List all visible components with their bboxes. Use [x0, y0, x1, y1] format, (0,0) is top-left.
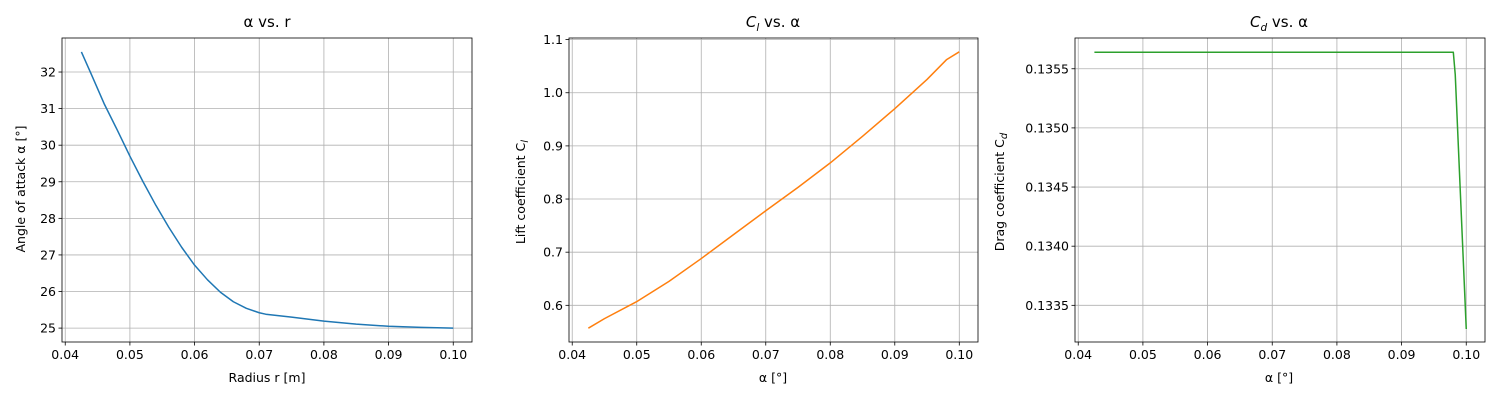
x-tick-label: 0.04 — [558, 347, 586, 362]
x-tick-label: 0.08 — [816, 347, 844, 362]
y-tick-label: 27 — [40, 247, 56, 262]
x-tick-label: 0.04 — [1064, 347, 1092, 362]
x-tick-label: 0.07 — [245, 347, 273, 362]
x-tick-label: 0.10 — [1452, 347, 1480, 362]
x-tick-label: 0.05 — [1129, 347, 1157, 362]
y-tick-label: 26 — [40, 284, 56, 299]
x-tick-label: 0.05 — [116, 347, 144, 362]
y-axis-label: Drag coefficient Cd — [992, 132, 1010, 251]
x-tick-label: 0.10 — [439, 347, 467, 362]
x-tick-label: 0.09 — [1388, 347, 1416, 362]
y-tick-label: 0.1340 — [1025, 239, 1069, 254]
x-tick-label: 0.08 — [1323, 347, 1351, 362]
y-tick-label: 0.6 — [543, 298, 563, 313]
x-tick-label: 0.06 — [181, 347, 209, 362]
x-tick-label: 0.09 — [375, 347, 403, 362]
y-tick-label: 28 — [40, 211, 56, 226]
y-tick-label: 0.7 — [543, 245, 563, 260]
subplot-alpha-vs-r: 0.04 0.05 0.06 0.07 0.08 0.09 0.10 25 26 27 28 29 30… — [13, 13, 473, 385]
x-tick-label: 0.06 — [687, 347, 715, 362]
x-tick-label: 0.07 — [1258, 347, 1286, 362]
y-tick-label: 30 — [40, 138, 56, 153]
y-axis-label: Lift coefficient Cl — [513, 140, 531, 244]
y-tick-label: 0.8 — [543, 192, 563, 207]
y-tick-label: 0.1350 — [1025, 120, 1069, 135]
x-tick-label: 0.10 — [945, 347, 973, 362]
y-tick-label: 32 — [40, 65, 56, 80]
series-line — [587, 51, 960, 329]
x-tick-label: 0.06 — [1194, 347, 1222, 362]
y-tick-label: 31 — [40, 101, 56, 116]
y-tick-label: 0.1335 — [1025, 298, 1069, 313]
y-tick-label: 0.9 — [543, 138, 563, 153]
x-tick-label: 0.08 — [310, 347, 338, 362]
axes-frame — [61, 37, 473, 343]
x-axis-label: α [°] — [1265, 370, 1293, 385]
chart-title: α vs. r — [243, 13, 291, 31]
plot-area: 0.04 0.05 0.06 0.07 0.08 0.09 0.10 0.1335 0.1340… — [1025, 37, 1486, 362]
series-line — [1094, 51, 1467, 330]
x-tick-label: 0.05 — [623, 347, 651, 362]
axes-frame — [568, 37, 979, 343]
subplot-cl-vs-alpha: 0.04 0.05 0.06 0.07 0.08 0.09 0.10 0.6 0.7 0.8 0.9… — [513, 13, 979, 385]
y-tick-label: 1.0 — [543, 85, 563, 100]
chart-title: Cd vs. α — [1250, 13, 1308, 34]
y-tick-label: 29 — [40, 174, 56, 189]
y-tick-label: 0.1345 — [1025, 180, 1069, 195]
x-axis-label: Radius r [m] — [229, 370, 306, 385]
y-axis-label: Angle of attack α [°] — [13, 126, 28, 253]
subplot-cd-vs-alpha: 0.04 0.05 0.06 0.07 0.08 0.09 0.10 0.1335 0.1340… — [992, 13, 1486, 385]
x-tick-label: 0.04 — [51, 347, 79, 362]
plot-area: 0.04 0.05 0.06 0.07 0.08 0.09 0.10 25 26 27 28 29 30… — [40, 37, 473, 362]
y-tick-label: 25 — [40, 321, 56, 336]
y-tick-label: 0.1355 — [1025, 61, 1069, 76]
plot-area: 0.04 0.05 0.06 0.07 0.08 0.09 0.10 0.6 0.7 0.8 0.9… — [543, 32, 979, 362]
x-axis-label: α [°] — [759, 370, 787, 385]
x-tick-label: 0.09 — [881, 347, 909, 362]
axes-frame — [1074, 37, 1486, 343]
x-tick-label: 0.07 — [752, 347, 780, 362]
chart-title: Cl vs. α — [746, 13, 800, 34]
series-line — [80, 51, 454, 329]
y-tick-label: 1.1 — [543, 32, 563, 47]
